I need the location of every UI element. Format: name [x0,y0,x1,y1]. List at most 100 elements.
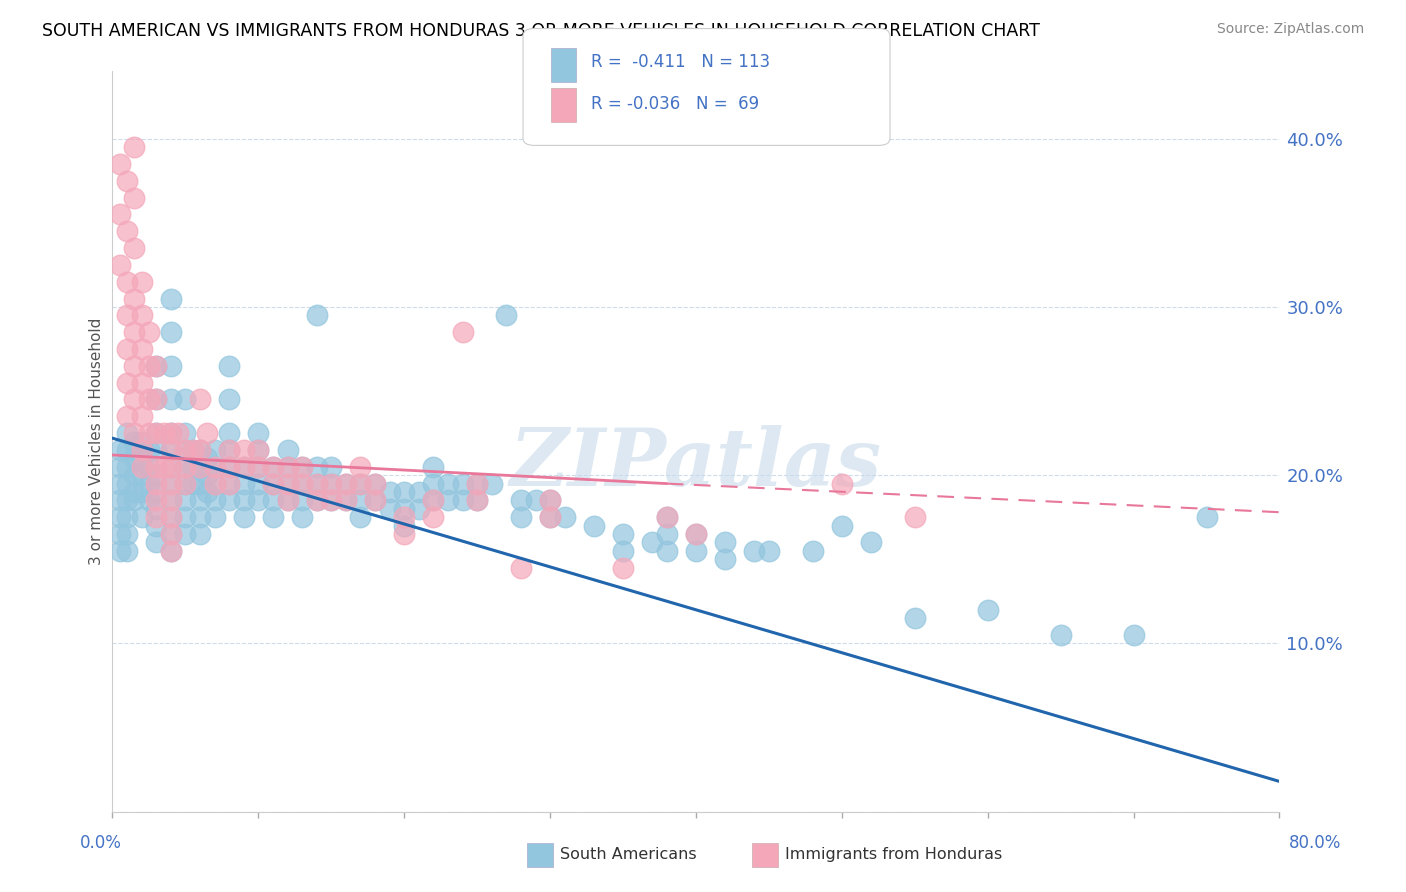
Point [714,552,737,566]
Text: South Americans: South Americans [560,847,696,862]
Point [321,476,343,491]
Point [115,342,138,356]
Point [124,451,146,466]
Point [131,342,153,356]
Point [1049,628,1071,642]
Point [538,493,561,508]
Point [115,527,138,541]
Point [291,476,314,491]
Point [145,476,167,491]
Point [188,392,211,407]
Point [174,510,197,524]
Point [1195,510,1218,524]
Point [181,442,204,457]
Point [160,459,183,474]
Point [291,493,314,508]
Point [655,510,678,524]
Point [904,611,927,625]
Point [145,493,167,508]
Point [195,485,218,500]
Point [481,476,503,491]
Point [349,459,371,474]
Point [451,476,474,491]
Point [152,426,174,441]
Point [131,485,153,500]
Point [276,476,298,491]
Point [218,392,240,407]
Point [276,459,298,474]
Point [138,392,160,407]
Point [131,275,153,289]
Point [582,518,605,533]
Point [145,535,167,549]
Point [115,510,138,524]
Point [218,476,240,491]
Point [218,442,240,457]
Point [321,476,343,491]
Point [131,510,153,524]
Point [108,527,131,541]
Point [394,501,416,516]
Point [335,476,357,491]
Point [115,309,138,323]
Point [145,392,167,407]
Point [188,442,211,457]
Point [655,510,678,524]
Point [124,426,146,441]
Point [612,544,634,558]
Point [394,510,416,524]
Point [714,535,737,549]
Point [465,493,488,508]
Point [262,459,284,474]
Text: R = -0.036   N =  69: R = -0.036 N = 69 [591,95,759,113]
Point [364,493,387,508]
Point [204,476,226,491]
Point [131,309,153,323]
Point [554,510,576,524]
Point [115,224,138,238]
Point [276,476,298,491]
Point [641,535,664,549]
Point [174,459,197,474]
Point [305,476,328,491]
Point [145,426,167,441]
Point [378,485,401,500]
Point [108,157,131,171]
Point [124,241,146,255]
Point [321,493,343,508]
Point [349,493,371,508]
Point [124,434,146,449]
Point [145,468,167,483]
Point [394,485,416,500]
Point [160,325,183,339]
Point [204,510,226,524]
Point [174,426,197,441]
Point [138,459,160,474]
Point [174,459,197,474]
Point [422,510,444,524]
Point [465,476,488,491]
Point [174,527,197,541]
Point [349,476,371,491]
Point [262,476,284,491]
Text: R =  -0.411   N = 113: R = -0.411 N = 113 [591,53,769,70]
Point [160,510,183,524]
Point [321,493,343,508]
Point [115,409,138,424]
Point [422,459,444,474]
Point [145,359,167,373]
Point [204,459,226,474]
Point [378,501,401,516]
Point [262,459,284,474]
Point [124,392,146,407]
Point [335,476,357,491]
Point [247,493,270,508]
Point [124,292,146,306]
Point [160,476,183,491]
Point [145,442,167,457]
Point [145,510,167,524]
Point [108,459,131,474]
Point [160,392,183,407]
Point [195,468,218,483]
Point [685,527,707,541]
